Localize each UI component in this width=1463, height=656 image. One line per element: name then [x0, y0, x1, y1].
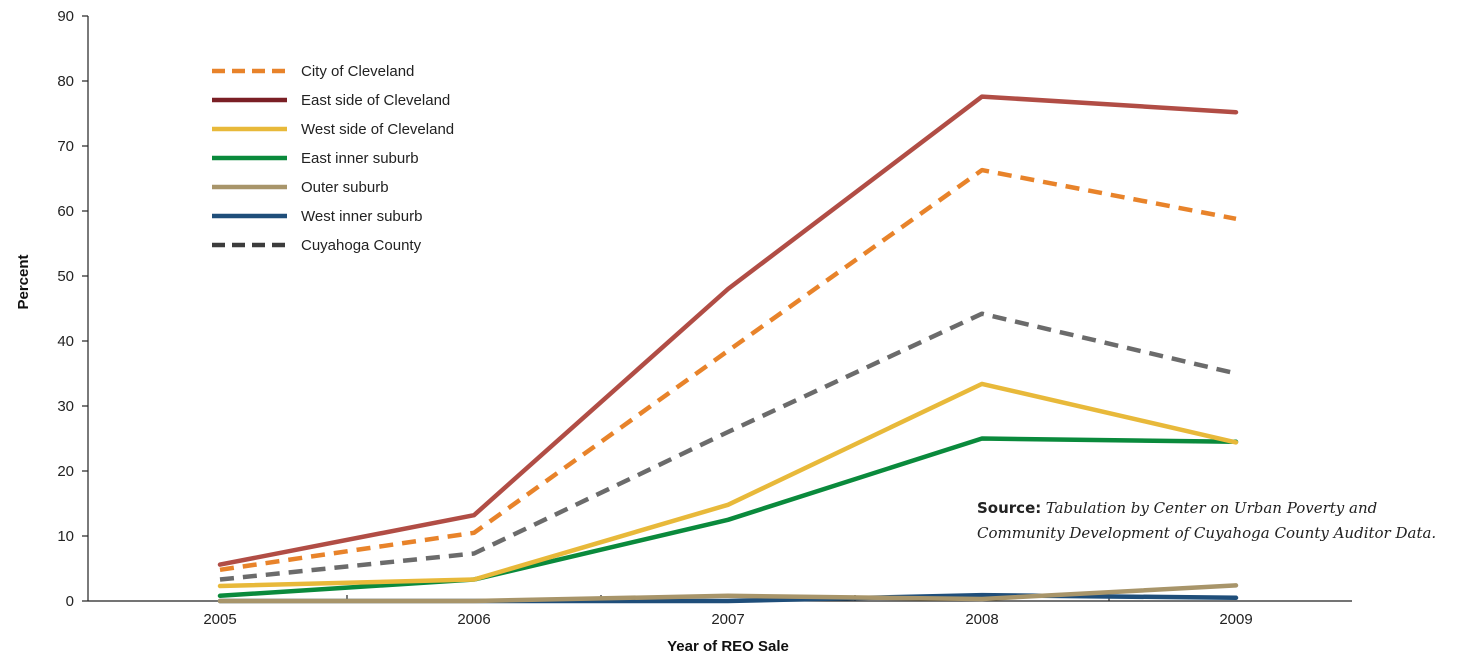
y-tick-label: 90 — [57, 8, 74, 25]
x-tick-label: 2006 — [457, 611, 490, 628]
x-tick-label: 2005 — [203, 611, 236, 628]
y-tick-label: 20 — [57, 463, 74, 480]
legend-label: West inner suburb — [301, 208, 422, 225]
x-tick-label: 2009 — [1219, 611, 1252, 628]
x-axis-title: Year of REO Sale — [667, 638, 789, 655]
series-line-east-side-of-cleveland — [217, 94, 1239, 567]
y-tick-label: 0 — [66, 593, 74, 610]
y-tick-label: 10 — [57, 528, 74, 545]
legend-label: East inner suburb — [301, 150, 419, 167]
source-label: Source: — [977, 499, 1042, 517]
y-tick-label: 30 — [57, 398, 74, 415]
y-axis-title: Percent — [15, 254, 32, 309]
source-text: Tabulation by Center on Urban Poverty an… — [977, 499, 1437, 542]
y-tick-label: 40 — [57, 333, 74, 350]
source-note: Source: Tabulation by Center on Urban Po… — [977, 496, 1457, 546]
series-layer — [217, 94, 1239, 604]
y-tick-label: 80 — [57, 73, 74, 90]
y-tick-label: 60 — [57, 203, 74, 220]
series-line-cuyahoga-county — [219, 311, 1237, 582]
legend-label: East side of Cleveland — [301, 92, 450, 109]
legend: City of Cleveland East side of Cleveland W… — [212, 63, 454, 254]
series-line-west-side-of-cleveland — [217, 381, 1239, 589]
legend-label: Outer suburb — [301, 179, 389, 196]
legend-label: City of Cleveland — [301, 63, 414, 80]
x-tick-label: 2008 — [965, 611, 998, 628]
legend-label: Cuyahoga County — [301, 237, 422, 254]
legend-label: West side of Cleveland — [301, 121, 454, 138]
y-tick-label: 50 — [57, 268, 74, 285]
y-tick-label: 70 — [57, 138, 74, 155]
series-line-city-of-cleveland — [219, 167, 1237, 573]
series-line-outer-suburb — [217, 583, 1239, 604]
x-tick-label: 2007 — [711, 611, 744, 628]
series-line-east-inner-suburb — [217, 436, 1239, 599]
